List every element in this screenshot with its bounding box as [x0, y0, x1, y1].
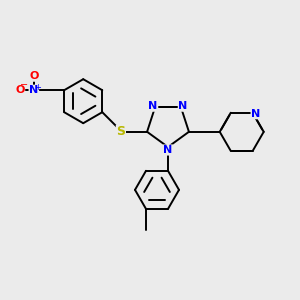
- Text: +: +: [34, 83, 41, 92]
- Text: O: O: [15, 85, 25, 95]
- Text: −: −: [20, 80, 28, 90]
- Text: O: O: [29, 71, 39, 81]
- Text: N: N: [29, 85, 39, 95]
- Text: N: N: [148, 101, 158, 111]
- Text: S: S: [116, 125, 125, 138]
- Text: N: N: [251, 109, 260, 119]
- Text: N: N: [178, 101, 188, 111]
- Text: N: N: [164, 145, 172, 155]
